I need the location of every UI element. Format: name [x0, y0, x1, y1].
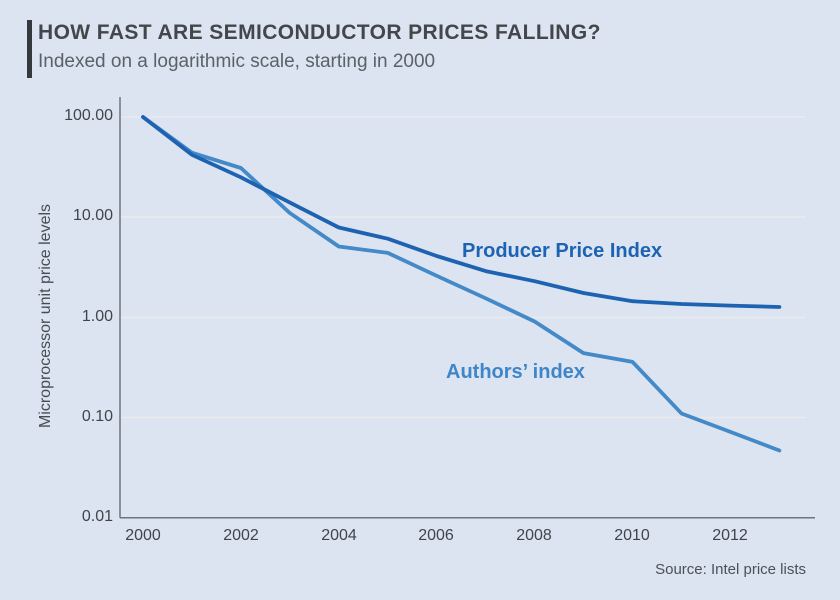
series-line-producer-price-index [141, 115, 782, 309]
title-accent-bar [27, 20, 32, 78]
x-tick-label: 2012 [712, 527, 748, 544]
x-tick-label: 2006 [418, 527, 454, 544]
x-tick-label: 2002 [223, 527, 259, 544]
series-label-producer-price-index: Producer Price Index [462, 240, 663, 262]
x-tick-label: 2010 [614, 527, 650, 544]
x-tick-label: 2008 [516, 527, 552, 544]
x-tick-label: 2004 [321, 527, 357, 544]
y-tick-label: 100.00 [64, 107, 113, 124]
x-tick-label: 2000 [125, 527, 161, 544]
page-subtitle: Indexed on a logarithmic scale, starting… [38, 51, 436, 72]
y-tick-label: 1.00 [81, 308, 113, 325]
series-line-authors-index [141, 115, 782, 453]
series-label-authors-index: Authors’ index [446, 361, 585, 383]
y-tick-label: 0.01 [81, 508, 113, 525]
y-tick-label: 10.00 [72, 207, 113, 224]
page-title: HOW FAST ARE SEMICONDUCTOR PRICES FALLIN… [38, 21, 601, 44]
source-note: Source: Intel price lists [655, 561, 806, 578]
y-tick-label: 0.10 [81, 408, 113, 425]
